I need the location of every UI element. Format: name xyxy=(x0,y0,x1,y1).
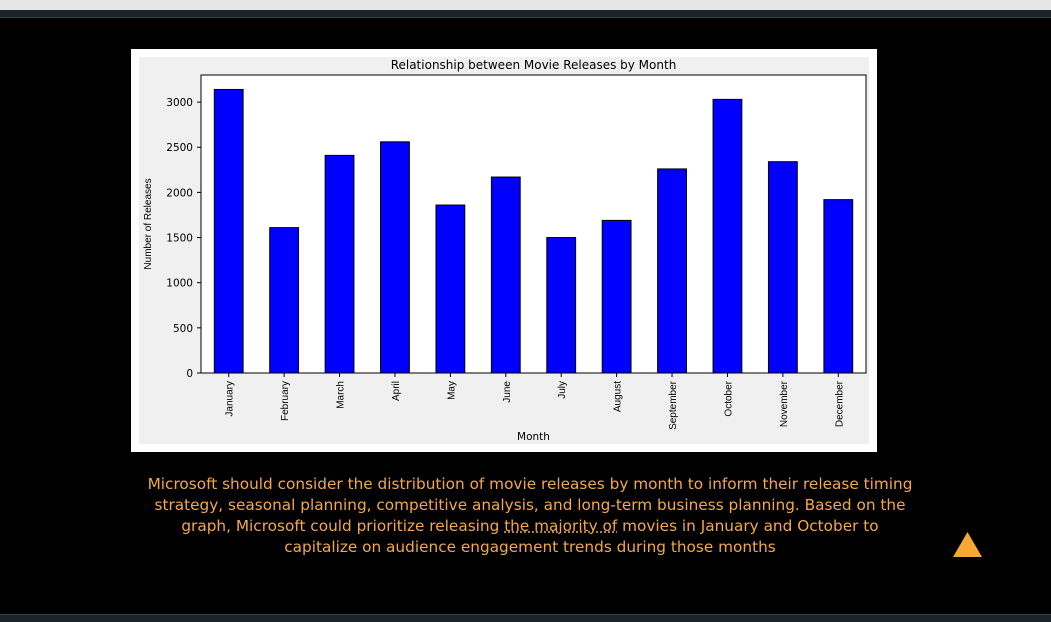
y-tick-label: 2000 xyxy=(166,187,193,199)
x-tick-label: May xyxy=(446,381,457,400)
bar-june xyxy=(491,177,520,373)
bar-august xyxy=(602,220,631,373)
y-axis-label: Number of Releases xyxy=(143,178,154,269)
y-tick-label: 0 xyxy=(186,368,193,380)
x-tick-label: February xyxy=(280,381,291,421)
bar-january xyxy=(214,89,243,373)
x-tick-label: April xyxy=(391,381,402,401)
top-divider xyxy=(0,10,1051,18)
bar-chart: Relationship between Movie Releases by M… xyxy=(131,49,877,452)
bar-september xyxy=(658,169,687,373)
chart-title: Relationship between Movie Releases by M… xyxy=(391,58,677,72)
bar-may xyxy=(436,205,465,373)
bar-july xyxy=(547,238,576,373)
x-axis-label: Month xyxy=(517,431,550,443)
y-tick-label: 2500 xyxy=(166,142,193,154)
bar-march xyxy=(325,155,354,373)
x-tick-label: December xyxy=(834,380,845,427)
x-tick-label: January xyxy=(225,381,236,417)
y-tick-label: 3000 xyxy=(166,97,193,109)
x-tick-label: March xyxy=(336,381,347,409)
scroll-to-top-button[interactable] xyxy=(953,532,982,557)
bar-october xyxy=(713,99,742,373)
y-tick-label: 1000 xyxy=(166,278,193,290)
bar-november xyxy=(768,162,797,373)
plot-area xyxy=(201,75,866,373)
x-tick-label: August xyxy=(613,381,624,412)
y-tick-label: 1500 xyxy=(166,233,193,245)
x-tick-label: October xyxy=(723,380,734,416)
chart-image: Relationship between Movie Releases by M… xyxy=(131,49,877,452)
bar-december xyxy=(824,200,853,373)
x-tick-label: July xyxy=(557,381,568,399)
analysis-caption: Microsoft should consider the distributi… xyxy=(145,474,915,558)
bar-february xyxy=(270,228,299,373)
y-tick-label: 500 xyxy=(173,323,193,335)
caption-highlight-link[interactable]: the majority of xyxy=(504,517,617,535)
x-tick-label: September xyxy=(668,380,679,430)
x-tick-label: June xyxy=(502,381,513,403)
triangle-up-icon xyxy=(953,532,982,557)
bar-april xyxy=(381,142,410,373)
x-tick-label: November xyxy=(779,380,790,427)
top-toolbar-strip xyxy=(0,0,1051,10)
